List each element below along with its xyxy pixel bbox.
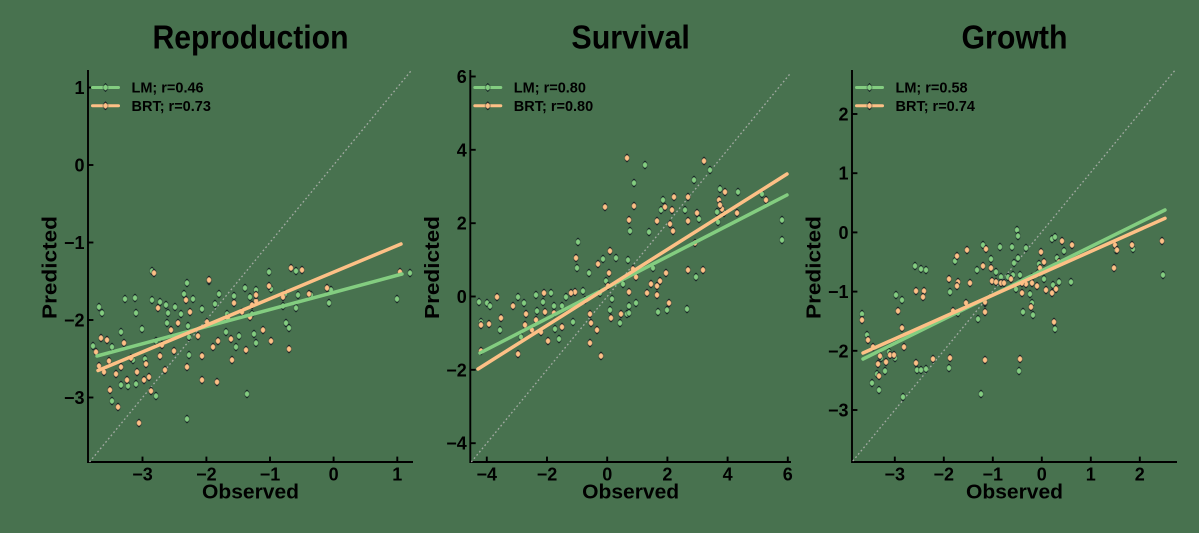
svg-text:Observed: Observed — [966, 482, 1063, 504]
svg-text:Growth: Growth — [962, 19, 1068, 56]
svg-text:−1: −1 — [983, 465, 1004, 485]
svg-text:0: 0 — [457, 287, 467, 307]
svg-text:Survival: Survival — [571, 19, 690, 56]
svg-text:−2: −2 — [828, 341, 849, 361]
svg-text:Predicted: Predicted — [40, 216, 62, 319]
svg-text:−2: −2 — [446, 360, 467, 380]
svg-text:−3: −3 — [885, 465, 906, 485]
svg-text:−1: −1 — [260, 465, 281, 485]
svg-text:Observed: Observed — [582, 482, 679, 504]
svg-text:−2: −2 — [64, 311, 85, 331]
svg-text:0: 0 — [602, 465, 612, 485]
svg-text:Predicted: Predicted — [804, 216, 826, 319]
svg-text:−3: −3 — [132, 465, 153, 485]
svg-text:0: 0 — [1037, 465, 1047, 485]
svg-text:−4: −4 — [446, 434, 467, 454]
svg-text:LM; r=0.80: LM; r=0.80 — [514, 81, 586, 97]
svg-text:1: 1 — [1086, 465, 1096, 485]
svg-text:0: 0 — [329, 465, 339, 485]
svg-text:LM; r=0.46: LM; r=0.46 — [132, 81, 204, 97]
svg-text:−3: −3 — [64, 388, 85, 408]
svg-text:−2: −2 — [537, 465, 558, 485]
svg-text:Reproduction: Reproduction — [153, 19, 349, 56]
svg-text:2: 2 — [662, 465, 672, 485]
svg-text:−1: −1 — [64, 233, 85, 253]
svg-text:4: 4 — [723, 465, 733, 485]
svg-text:−1: −1 — [828, 282, 849, 302]
svg-text:−4: −4 — [477, 465, 498, 485]
svg-text:0: 0 — [838, 223, 848, 243]
svg-text:1: 1 — [74, 78, 84, 98]
svg-text:−3: −3 — [828, 401, 849, 421]
svg-text:BRT; r=0.73: BRT; r=0.73 — [132, 99, 211, 115]
svg-text:1: 1 — [838, 164, 848, 184]
svg-text:BRT; r=0.74: BRT; r=0.74 — [896, 99, 975, 115]
svg-text:6: 6 — [457, 67, 467, 87]
svg-text:4: 4 — [457, 140, 467, 160]
svg-text:−2: −2 — [934, 465, 955, 485]
svg-text:0: 0 — [74, 156, 84, 176]
svg-text:LM; r=0.58: LM; r=0.58 — [896, 81, 968, 97]
svg-text:Predicted: Predicted — [422, 216, 444, 319]
svg-text:BRT; r=0.80: BRT; r=0.80 — [514, 99, 593, 115]
svg-text:2: 2 — [1135, 465, 1145, 485]
svg-text:1: 1 — [392, 465, 402, 485]
svg-text:2: 2 — [838, 105, 848, 125]
svg-text:2: 2 — [457, 214, 467, 234]
svg-text:Observed: Observed — [202, 482, 299, 504]
svg-text:6: 6 — [783, 465, 793, 485]
svg-text:−2: −2 — [196, 465, 217, 485]
